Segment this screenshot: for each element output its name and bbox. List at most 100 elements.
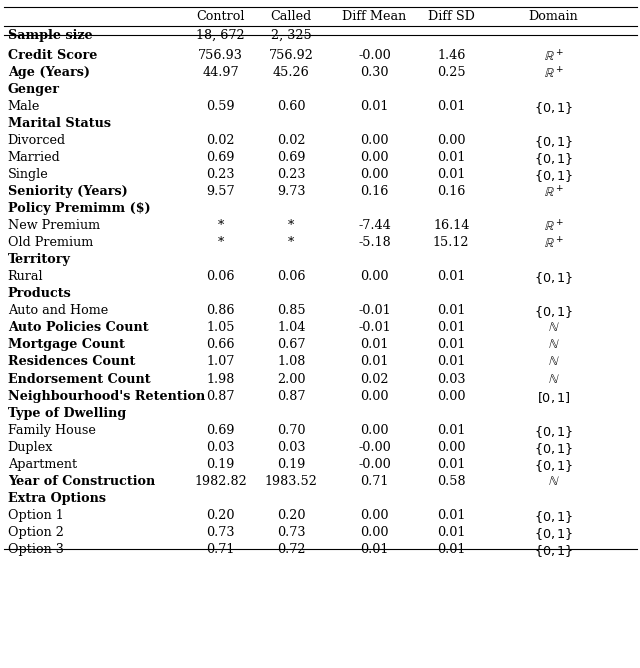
Text: -0.00: -0.00 (358, 441, 391, 454)
Text: Age (Years): Age (Years) (8, 66, 90, 79)
Text: Apartment: Apartment (8, 458, 77, 471)
Text: *: * (218, 219, 224, 232)
Text: Called: Called (271, 10, 312, 23)
Text: 0.00: 0.00 (360, 134, 388, 147)
Text: 0.03: 0.03 (437, 373, 465, 385)
Text: Single: Single (8, 168, 49, 181)
Text: Option 2: Option 2 (8, 526, 63, 539)
Text: Control: Control (196, 10, 245, 23)
Text: 16.14: 16.14 (433, 219, 469, 232)
Text: Diff SD: Diff SD (428, 10, 475, 23)
Text: 0.01: 0.01 (437, 355, 465, 369)
Text: 1.04: 1.04 (277, 321, 305, 335)
Text: 0.00: 0.00 (360, 509, 388, 522)
Text: $\{0,1\}$: $\{0,1\}$ (534, 305, 573, 320)
Text: Residences Count: Residences Count (8, 355, 135, 369)
Text: Option 3: Option 3 (8, 543, 63, 556)
Text: 0.70: 0.70 (277, 424, 305, 437)
Text: 0.01: 0.01 (437, 100, 465, 113)
Text: $\{0,1\}$: $\{0,1\}$ (534, 526, 573, 542)
Text: 2.00: 2.00 (277, 373, 305, 385)
Text: 0.01: 0.01 (437, 509, 465, 522)
Text: 1.05: 1.05 (207, 321, 235, 335)
Text: $\{0,1\}$: $\{0,1\}$ (534, 271, 573, 286)
Text: Territory: Territory (8, 253, 70, 267)
Text: 0.67: 0.67 (277, 339, 305, 351)
Text: $\{0,1\}$: $\{0,1\}$ (534, 134, 573, 150)
Text: 18, 672: 18, 672 (196, 29, 245, 42)
Text: Credit Score: Credit Score (8, 49, 97, 62)
Text: 0.69: 0.69 (277, 151, 305, 164)
Text: Domain: Domain (529, 10, 579, 23)
Text: 0.01: 0.01 (437, 321, 465, 335)
Text: 45.26: 45.26 (273, 66, 310, 79)
Text: 0.03: 0.03 (207, 441, 235, 454)
Text: 0.01: 0.01 (437, 526, 465, 539)
Text: 0.00: 0.00 (437, 441, 465, 454)
Text: $\{0,1\}$: $\{0,1\}$ (534, 458, 573, 474)
Text: $\{0,1\}$: $\{0,1\}$ (534, 151, 573, 167)
Text: 0.87: 0.87 (277, 389, 305, 403)
Text: 1.98: 1.98 (207, 373, 235, 385)
Text: 0.16: 0.16 (360, 185, 388, 198)
Text: 0.85: 0.85 (277, 305, 305, 317)
Text: 0.19: 0.19 (207, 458, 235, 471)
Text: 0.69: 0.69 (207, 151, 235, 164)
Text: 0.66: 0.66 (207, 339, 235, 351)
Text: -0.01: -0.01 (358, 305, 390, 317)
Text: $\mathbb{R}^+$: $\mathbb{R}^+$ (543, 66, 564, 81)
Text: Neighbourhood's Retention: Neighbourhood's Retention (8, 389, 205, 403)
Text: 0.73: 0.73 (277, 526, 305, 539)
Text: Married: Married (8, 151, 60, 164)
Text: Extra Options: Extra Options (8, 492, 106, 505)
Text: 0.00: 0.00 (360, 389, 388, 403)
Text: $\mathbb{N}$: $\mathbb{N}$ (548, 321, 559, 335)
Text: Type of Dwelling: Type of Dwelling (8, 407, 126, 420)
Text: 0.69: 0.69 (207, 424, 235, 437)
Text: 44.97: 44.97 (202, 66, 239, 79)
Text: $\{0,1\}$: $\{0,1\}$ (534, 168, 573, 184)
Text: 0.01: 0.01 (437, 543, 465, 556)
Text: $\mathbb{R}^+$: $\mathbb{R}^+$ (543, 49, 564, 64)
Text: Family House: Family House (8, 424, 95, 437)
Text: 0.02: 0.02 (277, 134, 305, 147)
Text: *: * (288, 219, 294, 232)
Text: 0.16: 0.16 (437, 185, 465, 198)
Text: 0.02: 0.02 (207, 134, 235, 147)
Text: -5.18: -5.18 (358, 236, 391, 249)
Text: Products: Products (8, 287, 72, 301)
Text: $\mathbb{N}$: $\mathbb{N}$ (548, 355, 559, 369)
Text: -0.00: -0.00 (358, 49, 391, 62)
Text: Diff Mean: Diff Mean (342, 10, 406, 23)
Text: Divorced: Divorced (8, 134, 66, 147)
Text: 0.01: 0.01 (437, 458, 465, 471)
Text: $\mathbb{N}$: $\mathbb{N}$ (548, 373, 559, 385)
Text: 0.71: 0.71 (207, 543, 235, 556)
Text: Male: Male (8, 100, 40, 113)
Text: Auto Policies Count: Auto Policies Count (8, 321, 148, 335)
Text: Duplex: Duplex (8, 441, 53, 454)
Text: -0.00: -0.00 (358, 458, 391, 471)
Text: 0.23: 0.23 (207, 168, 235, 181)
Text: *: * (288, 236, 294, 249)
Text: 0.01: 0.01 (437, 305, 465, 317)
Text: 0.00: 0.00 (360, 424, 388, 437)
Text: $\mathbb{R}^+$: $\mathbb{R}^+$ (543, 185, 564, 200)
Text: 0.00: 0.00 (360, 168, 388, 181)
Text: Mortgage Count: Mortgage Count (8, 339, 125, 351)
Text: Rural: Rural (8, 271, 44, 283)
Text: 0.72: 0.72 (277, 543, 305, 556)
Text: 0.58: 0.58 (437, 475, 465, 488)
Text: 0.00: 0.00 (437, 389, 465, 403)
Text: Marital Status: Marital Status (8, 117, 111, 130)
Text: 0.06: 0.06 (207, 271, 235, 283)
Text: $\{0,1\}$: $\{0,1\}$ (534, 100, 573, 116)
Text: New Premium: New Premium (8, 219, 100, 232)
Text: 0.01: 0.01 (437, 151, 465, 164)
Text: 0.00: 0.00 (360, 271, 388, 283)
Text: $[0,1]$: $[0,1]$ (537, 389, 570, 405)
Text: -7.44: -7.44 (358, 219, 391, 232)
Text: 0.30: 0.30 (360, 66, 388, 79)
Text: Old Premium: Old Premium (8, 236, 93, 249)
Text: 0.86: 0.86 (207, 305, 235, 317)
